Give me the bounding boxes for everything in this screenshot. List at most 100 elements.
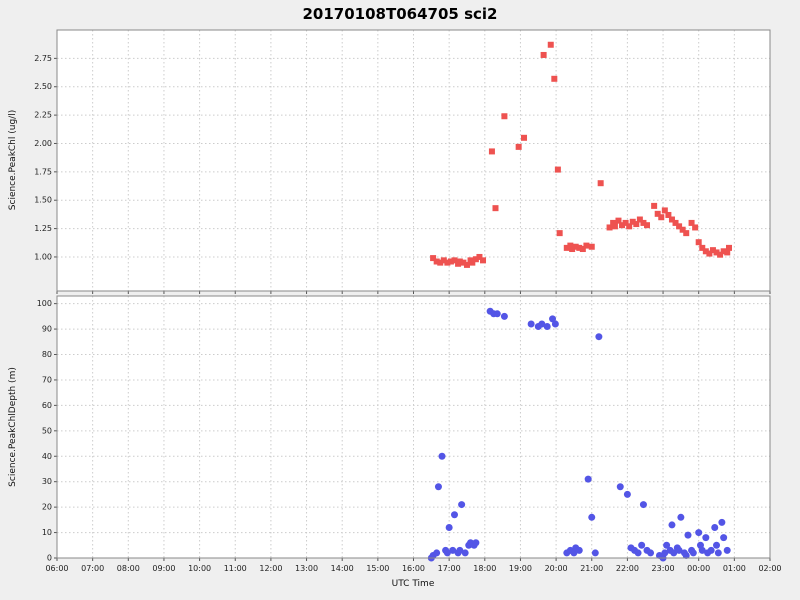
data-point [706, 250, 713, 257]
data-point [549, 315, 557, 323]
y-tick-label: 60 [42, 401, 52, 410]
data-point [636, 216, 643, 223]
data-point [456, 546, 464, 554]
data-point [622, 219, 629, 226]
data-point [597, 180, 604, 187]
y-tick-label: 40 [42, 452, 52, 461]
y-tick-label: 1.75 [34, 167, 52, 176]
data-point [443, 549, 451, 557]
data-point [493, 310, 501, 318]
bottom-plot: 0 10 20 30 40 50 60 70 80 90 100 06:00 07:00 08:00 09:… [37, 295, 782, 573]
y-tick-label: 100 [37, 299, 52, 308]
data-point [450, 511, 458, 519]
data-point [623, 490, 631, 498]
data-point [445, 523, 453, 531]
data-point [527, 320, 535, 328]
data-point [709, 247, 716, 254]
x-tick-label: 19:00 [509, 564, 532, 573]
data-point [430, 255, 437, 262]
data-point [591, 549, 599, 557]
data-point [476, 253, 483, 260]
data-point [588, 243, 595, 250]
data-point [677, 513, 685, 521]
x-tick-label: 08:00 [117, 564, 140, 573]
data-point [714, 549, 722, 557]
data-point [554, 166, 561, 173]
data-point [515, 143, 522, 150]
data-point [460, 259, 467, 266]
data-point [543, 323, 551, 331]
data-point [668, 521, 676, 529]
x-tick-label: 00:00 [687, 564, 710, 573]
data-point [679, 226, 686, 233]
data-point [726, 244, 733, 251]
data-point [640, 219, 647, 226]
data-point [644, 222, 651, 229]
data-point [500, 312, 508, 320]
data-point [547, 41, 554, 48]
x-tick-label: 06:00 [45, 564, 68, 573]
y-tick-label: 50 [42, 426, 52, 435]
data-point [449, 546, 457, 554]
y-tick-label: 1.25 [34, 224, 52, 233]
data-point [575, 546, 583, 554]
data-point [488, 148, 495, 155]
data-point [702, 248, 709, 255]
data-point [595, 333, 603, 341]
data-point [718, 518, 726, 526]
plot-border [56, 29, 771, 292]
data-point [551, 75, 558, 82]
x-tick-label: 10:00 [188, 564, 211, 573]
x-tick-label: 18:00 [473, 564, 496, 573]
data-point [444, 259, 451, 266]
data-point [521, 134, 528, 141]
y-tick-label: 2.25 [34, 111, 52, 120]
data-point [606, 224, 613, 231]
y-tick-label: 30 [42, 477, 52, 486]
x-tick-label: 16:00 [402, 564, 425, 573]
data-point [629, 218, 636, 225]
data-point [720, 248, 727, 255]
data-point [658, 214, 665, 221]
data-point [458, 501, 466, 509]
data-point [723, 546, 731, 554]
data-point [615, 217, 622, 224]
y-tick-label: 2.00 [34, 139, 52, 148]
data-point [588, 513, 596, 521]
data-point [433, 258, 440, 265]
data-point [480, 257, 487, 264]
data-point [682, 551, 690, 559]
data-point [619, 222, 626, 229]
data-point [572, 243, 579, 250]
data-point [647, 549, 655, 557]
y-tick-labels: 0 10 20 30 40 50 60 70 80 90 100 [37, 299, 52, 562]
data-point [463, 261, 470, 268]
data-point [661, 207, 668, 214]
x-tick-label: 15:00 [366, 564, 389, 573]
data-point [688, 219, 695, 226]
bottom-y-axis-label: Science.PeakChlDepth (m) [8, 367, 18, 487]
blue-scatter-points [427, 307, 731, 562]
data-point [461, 549, 469, 557]
data-point [672, 219, 679, 226]
data-point [437, 259, 444, 266]
top-y-axis-label: Science.PeakChl (ug/l) [8, 110, 18, 210]
plot-border [56, 295, 771, 559]
data-point [711, 523, 719, 531]
x-tick-label: 07:00 [81, 564, 104, 573]
chart-title: 20170108T064705 sci2 [303, 5, 498, 23]
y-tick-label: 1.50 [34, 196, 52, 205]
data-point [638, 541, 646, 549]
x-axis-label: UTC Time [392, 579, 435, 589]
data-point [639, 501, 647, 509]
data-point [472, 539, 480, 547]
y-tick-label: 0 [47, 554, 52, 563]
data-point [692, 224, 699, 231]
data-point [472, 256, 479, 263]
data-point [633, 221, 640, 228]
y-tick-label: 2.50 [34, 82, 52, 91]
y-tick-label: 80 [42, 350, 52, 359]
data-point [433, 549, 441, 557]
x-tick-label: 01:00 [723, 564, 746, 573]
data-point [675, 546, 683, 554]
